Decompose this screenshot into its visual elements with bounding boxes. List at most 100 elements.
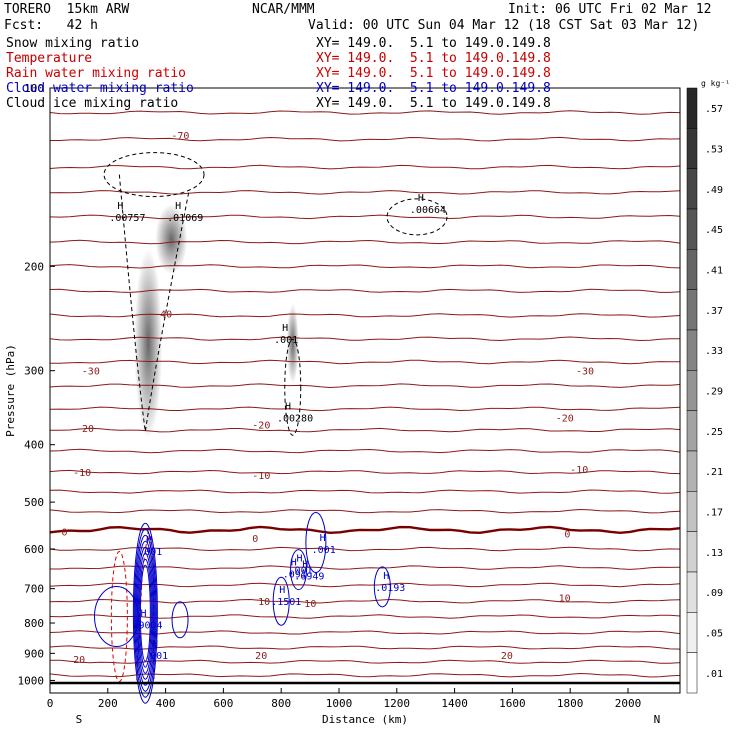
isotherm-label: -10: [252, 471, 270, 482]
temperature-isotherm: [49, 645, 681, 650]
temperature-isotherm: [49, 672, 681, 678]
y-tick-label: 100: [24, 82, 44, 95]
x-tick-label: 1800: [557, 697, 584, 710]
field-xy-range: XY= 149.0. 5.1 to 149.0.149.8: [316, 81, 551, 96]
temperature-isotherm: [49, 288, 681, 293]
maximum-marker: H: [383, 571, 389, 582]
cloud-water-contour: [93, 586, 139, 648]
temperature-isotherms: [49, 110, 681, 678]
colorbar-label: .21: [705, 467, 723, 478]
maximum-value: .091: [283, 570, 307, 581]
maximum-marker: H: [418, 193, 424, 204]
temperature-isotherm: [49, 469, 681, 475]
isotherm-label: 10: [559, 594, 571, 605]
y-tick-label: 500: [24, 496, 44, 509]
maximum-value: .1501: [271, 597, 301, 608]
maximum-value: .001: [274, 335, 298, 346]
temperature-isotherm: [49, 383, 681, 389]
isotherm-label: -10: [73, 468, 91, 479]
zero-isotherm: [49, 525, 681, 535]
temperature-isotherm: [49, 448, 681, 454]
maximum-marker: H: [302, 559, 308, 570]
cloud-water-contour: [132, 522, 158, 704]
colorbar-swatch: [686, 612, 698, 653]
cloud-ice-contour: [118, 174, 190, 432]
field-label: Temperature: [6, 51, 93, 66]
maximum-marker: H: [320, 533, 326, 544]
snow-plume-shading: [286, 303, 299, 384]
cloud-water-contour: [305, 511, 327, 573]
maximum-value: .00664: [410, 205, 446, 216]
y-tick-label: 400: [24, 439, 44, 452]
x-tick-label: 2000: [615, 697, 642, 710]
maximum-marker: H: [297, 554, 303, 565]
temperature-isotherm: [49, 264, 681, 269]
y-tick-label: 700: [24, 583, 44, 596]
cloud-ice-contour: [284, 338, 302, 436]
cloud-ice-contour: [103, 152, 205, 198]
temperature-isotherm: [49, 582, 681, 588]
isotherm-label: -10: [570, 465, 588, 476]
cloud-water-contour: [133, 528, 157, 698]
isotherm-label: -40: [154, 309, 172, 320]
temperature-isotherm: [49, 546, 681, 552]
cloud-water-contour: [138, 558, 152, 668]
maximum-marker: H: [140, 609, 146, 620]
field-label: Cloud water mixing ratio: [6, 81, 194, 96]
isotherm-label: 20: [73, 655, 85, 666]
y-tick-label: 200: [24, 260, 44, 273]
maximum-value: .00280: [277, 414, 313, 425]
snow-plume-shading: [134, 248, 163, 439]
contour-labels: -70 -40 -30 -30 -20 -20 -20 -10 -10 -10 0 0 0 10 10 10 2…: [62, 131, 594, 666]
forecast-hour: Fcst: 42 h: [4, 18, 98, 33]
colorbar-label: .13: [705, 548, 723, 559]
mixing-ratio-contours: [93, 152, 448, 704]
maximum-value: .00757: [109, 213, 145, 224]
y-tick-label: 800: [24, 617, 44, 630]
temperature-isotherm: [49, 508, 681, 514]
temperature-isotherm: [49, 164, 681, 170]
maximum-marker: H: [282, 323, 288, 334]
colorbar-swatch: [686, 410, 698, 452]
y-tick-label: 900: [24, 647, 44, 660]
maximum-marker: H: [175, 201, 181, 212]
cloud-water-contour: [136, 546, 154, 680]
x-tick-label: 1600: [499, 697, 526, 710]
maximum-marker: H: [146, 535, 152, 546]
rain-contour: [110, 551, 128, 683]
x-tick-label: 800: [271, 697, 291, 710]
cloud-water-contour: [272, 576, 290, 626]
temperature-isotherm: [50, 359, 681, 365]
isotherm-label: 0: [564, 530, 570, 541]
x-tick-label: 0: [47, 697, 54, 710]
temperature-isotherm: [49, 336, 681, 342]
temperature-isotherm: [49, 489, 681, 494]
center-label: NCAR/MMM: [252, 2, 315, 17]
colorbar-swatch: [686, 168, 698, 210]
temperature-isotherm: [49, 239, 681, 245]
y-axis-title: Pressure (hPa): [4, 344, 17, 437]
maximum-value: .001: [138, 547, 162, 558]
maximum-value: .01069: [167, 213, 203, 224]
colorbar-swatch: [686, 571, 698, 613]
plot-frame: [49, 87, 681, 694]
valid-time: Valid: 00 UTC Sun 04 Mar 12 (18 CST Sat …: [308, 18, 700, 33]
isotherm-label: 10: [258, 597, 270, 608]
chart-axes: 0 200 400 600 800 1000 1200 1400 1600 1800 2000100…: [4, 82, 681, 726]
y-tick-label: 600: [24, 543, 44, 556]
maximum-value: .001: [312, 545, 336, 556]
colorbar-label: .33: [705, 346, 723, 357]
colorbar-label: .17: [705, 508, 723, 519]
maximum-marker: H: [279, 585, 285, 596]
isotherm-label: -20: [556, 414, 574, 425]
temperature-isotherm: [49, 427, 681, 433]
field-label: Snow mixing ratio: [6, 36, 140, 51]
temperature-isotherm: [50, 136, 681, 142]
colorbar-swatch: [686, 208, 698, 250]
maximum-marker: H: [152, 639, 158, 650]
snow-shading-layer: [134, 204, 299, 439]
maximum-value: .0193: [375, 583, 405, 594]
init-time: Init: 06 UTC Fri 02 Mar 12: [508, 2, 712, 17]
field-label: Cloud ice mixing ratio: [6, 96, 179, 111]
